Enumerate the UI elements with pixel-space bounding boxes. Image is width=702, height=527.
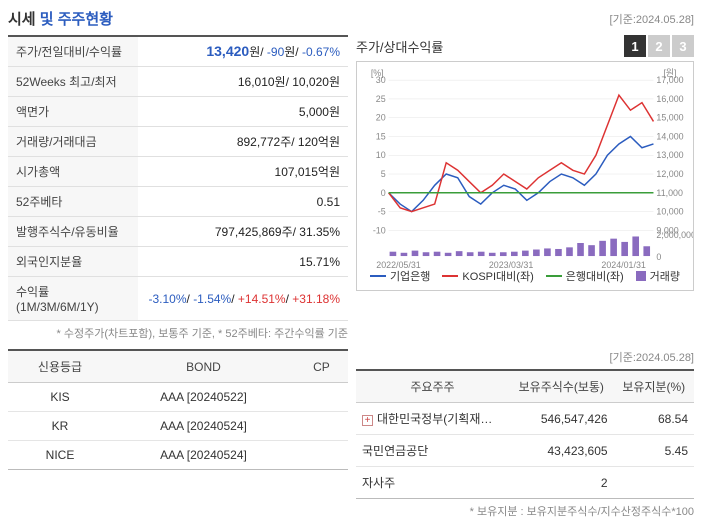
shareholders-date: [기준:2024.05.28] [356,349,694,365]
shareholders-footnote: * 보유지분 : 보유지분주식수/지수산정주식수*100 [356,503,694,519]
shareholder-shares: 546,547,426 [509,403,614,435]
svg-text:[원]: [원] [663,68,676,78]
chart-tab-group: 1 2 3 [624,35,694,57]
svg-text:0: 0 [656,252,661,262]
info-value: 13,420원/ -90원/ -0.67% [138,36,348,67]
info-value: 0.51 [138,187,348,217]
svg-text:13,000: 13,000 [656,150,683,160]
shareholder-col-header: 보유지분(%) [614,370,694,403]
chart-tab-2[interactable]: 2 [648,35,670,57]
svg-text:20: 20 [376,113,386,123]
shareholder-pct [614,467,694,499]
info-value: 892,772주/ 120억원 [138,127,348,157]
svg-text:12,000: 12,000 [656,169,683,179]
credit-cell [295,412,348,441]
title-part1: 시세 [8,11,36,28]
shareholder-pct: 5.45 [614,435,694,467]
header-date: [기준:2024.05.28] [610,11,694,27]
legend-item: 은행대비(좌) [546,268,624,284]
info-label: 발행주식수/유동비율 [8,217,138,247]
shareholder-name-text: 대한민국정부(기획재… [377,412,492,426]
info-label: 거래량/거래대금 [8,127,138,157]
shareholder-pct: 68.54 [614,403,694,435]
legend-swatch [546,275,562,277]
chart-tab-3[interactable]: 3 [672,35,694,57]
credit-rating-table: 신용등급BONDCP KISAAA [20240522]KRAAA [20240… [8,349,348,470]
svg-text:-5: -5 [378,207,386,217]
credit-cell [295,441,348,470]
info-label: 수익률 (1M/3M/6M/1Y) [8,277,138,321]
legend-item: KOSPI대비(좌) [442,268,533,284]
svg-text:14,000: 14,000 [656,131,683,141]
credit-col-header: 신용등급 [8,350,112,383]
shareholder-shares: 2 [509,467,614,499]
chart-svg: -10-50510152025309,00010,00011,00012,000… [357,62,693,290]
info-value: 16,010원/ 10,020원 [138,67,348,97]
page-title: 시세 및 주주현황 [8,8,113,29]
svg-text:10,000: 10,000 [656,207,683,217]
credit-col-header: CP [295,350,348,383]
credit-cell: KIS [8,383,112,412]
credit-cell: NICE [8,441,112,470]
shareholder-col-header: 주요주주 [356,370,509,403]
shareholder-name-text: 자사주 [362,476,395,490]
legend-label: 거래량 [650,268,680,284]
credit-cell: AAA [20240522] [112,383,295,412]
legend-swatch [370,275,386,277]
title-part2: 및 주주현황 [40,11,113,28]
stock-info-table: 주가/전일대비/수익률13,420원/ -90원/ -0.67%52Weeks … [8,35,348,321]
expand-icon[interactable]: + [362,415,373,426]
svg-text:15: 15 [376,131,386,141]
svg-text:15,000: 15,000 [656,113,683,123]
info-label: 52Weeks 최고/최저 [8,67,138,97]
svg-text:2,000,000: 2,000,000 [656,230,693,240]
info-label: 시가총액 [8,157,138,187]
shareholder-col-header: 보유주식수(보통) [509,370,614,403]
chart-title: 주가/상대수익률 [356,37,443,56]
info-value: 107,015억원 [138,157,348,187]
info-label: 주가/전일대비/수익률 [8,36,138,67]
info-value: 15.71% [138,247,348,277]
chart-tab-1[interactable]: 1 [624,35,646,57]
chart-canvas: -10-50510152025309,00010,00011,00012,000… [356,61,694,291]
credit-col-header: BOND [112,350,295,383]
svg-text:5: 5 [381,169,386,179]
legend-label: 은행대비(좌) [566,268,624,284]
legend-swatch [636,271,646,281]
legend-label: KOSPI대비(좌) [462,268,533,284]
svg-text:25: 25 [376,94,386,104]
shareholder-name: 자사주 [356,467,509,499]
legend-label: 기업은행 [390,268,430,284]
credit-cell: AAA [20240524] [112,412,295,441]
svg-text:11,000: 11,000 [656,188,683,198]
info-label: 외국인지분율 [8,247,138,277]
info-label: 액면가 [8,97,138,127]
info-footnote: * 수정주가(차트포함), 보통주 기준, * 52주베타: 주간수익률 기준 [8,325,348,341]
legend-item: 거래량 [636,268,680,284]
legend-swatch [442,275,458,277]
info-label: 52주베타 [8,187,138,217]
shareholders-table: 주요주주보유주식수(보통)보유지분(%) + 대한민국정부(기획재… 546,547… [356,369,694,499]
credit-cell: AAA [20240524] [112,441,295,470]
chart-legend: 기업은행 KOSPI대비(좌) 은행대비(좌) 거래량 [357,266,693,286]
info-value: 797,425,869주/ 31.35% [138,217,348,247]
shareholder-name: 국민연금공단 [356,435,509,467]
svg-text:0: 0 [381,188,386,198]
info-value: 5,000원 [138,97,348,127]
info-value: -3.10%/ -1.54%/ +14.51%/ +31.18% [138,277,348,321]
svg-text:10: 10 [376,150,386,160]
svg-text:16,000: 16,000 [656,94,683,104]
svg-text:-10: -10 [373,225,386,235]
shareholder-shares: 43,423,605 [509,435,614,467]
shareholder-name-text: 국민연금공단 [362,444,428,458]
credit-cell [295,383,348,412]
shareholder-name: + 대한민국정부(기획재… [356,403,509,435]
svg-text:[%]: [%] [371,68,384,78]
legend-item: 기업은행 [370,268,430,284]
credit-cell: KR [8,412,112,441]
